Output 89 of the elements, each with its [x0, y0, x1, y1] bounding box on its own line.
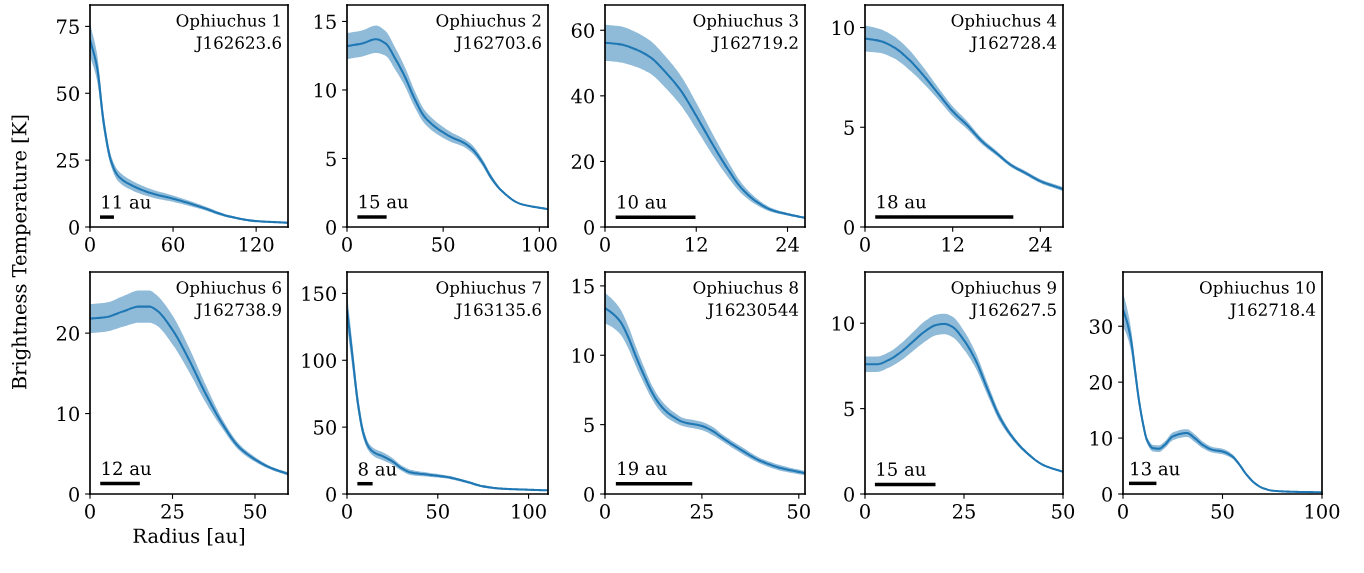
annotation: 19 au — [618, 461, 667, 476]
x-tick-label: 0 — [85, 504, 95, 519]
x-tick-label: 100 — [512, 504, 546, 519]
x-tick-label: 25 — [690, 504, 713, 519]
annotation: Ophiuchus 9 — [951, 280, 1056, 298]
x-tick-label: 100 — [1305, 504, 1340, 519]
annotation: Ophiuchus 2 — [436, 13, 541, 31]
y-tick-label: 10 — [57, 406, 79, 422]
x-tick-label: 50 — [1052, 504, 1075, 519]
annotation: J163135.6 — [454, 303, 541, 320]
y-tick-label: 60 — [571, 23, 594, 38]
y-tick-label: 50 — [314, 420, 336, 435]
annotation: J162728.4 — [969, 36, 1057, 53]
y-tick-label: 5 — [326, 151, 336, 167]
y-tick-label: 5 — [844, 120, 854, 135]
y-axis-title: Brightness Temperature [K] — [11, 115, 31, 390]
y-tick-label: 150 — [302, 286, 336, 302]
annotation: 15 au — [359, 194, 409, 209]
y-tick-label: 20 — [571, 154, 594, 170]
y-tick-label: 10 — [832, 20, 854, 36]
x-tick-label: 25 — [161, 504, 184, 519]
annotation: J162627.5 — [969, 303, 1056, 320]
y-tick-label: 0 — [1102, 486, 1112, 502]
x-tick-label: 0 — [85, 237, 95, 252]
y-tick-label: 75 — [57, 19, 79, 35]
y-tick-label: 0 — [326, 486, 336, 502]
x-tick-label: 0 — [860, 504, 870, 519]
annotation: 18 au — [877, 194, 927, 209]
x-tick-label: 0 — [342, 504, 352, 519]
annotation: Ophiuchus 4 — [951, 13, 1057, 31]
annotation: Ophiuchus 3 — [693, 13, 798, 31]
x-tick-label: 50 — [244, 504, 267, 519]
annotation: J162718.4 — [1228, 303, 1316, 320]
y-tick-label: 10 — [314, 82, 336, 98]
annotation: Ophiuchus 6 — [176, 280, 282, 298]
y-tick-label: 0 — [844, 219, 854, 235]
x-tick-label: 50 — [432, 237, 455, 252]
annotation: 8 au — [358, 462, 397, 476]
y-tick-label: 15 — [572, 278, 594, 294]
x-tick-label: 0 — [342, 237, 352, 252]
y-tick-label: 0 — [69, 219, 79, 235]
annotation: J162738.9 — [194, 303, 281, 320]
x-tick-label: 25 — [952, 504, 975, 519]
y-tick-label: 20 — [56, 326, 79, 341]
y-tick-label: 0 — [584, 486, 594, 502]
annotation: Ophiuchus 1 — [176, 13, 280, 31]
y-tick-label: 5 — [844, 401, 854, 417]
x-tick-label: 0 — [600, 504, 610, 519]
x-tick-label: 0 — [860, 237, 870, 252]
y-tick-label: 10 — [572, 348, 594, 363]
y-tick-label: 10 — [1090, 431, 1112, 446]
x-tick-label: 50 — [788, 504, 810, 519]
y-tick-label: 100 — [302, 353, 336, 368]
x-tick-label: 12 — [686, 237, 707, 252]
annotation: 11 au — [102, 195, 151, 209]
x-tick-label: 24 — [1029, 237, 1052, 252]
annotation: Ophiuchus 7 — [436, 280, 541, 298]
x-tick-label: 24 — [776, 237, 799, 252]
x-tick-label: 60 — [162, 237, 185, 252]
y-tick-label: 20 — [1089, 375, 1112, 390]
annotation: 13 au — [1131, 461, 1180, 476]
y-tick-label: 0 — [69, 486, 79, 502]
annotation: J16230544 — [706, 303, 799, 320]
y-tick-label: 25 — [56, 153, 79, 168]
y-tick-label: 30 — [1090, 319, 1112, 334]
x-tick-label: 120 — [239, 237, 274, 252]
y-tick-label: 10 — [832, 316, 854, 331]
annotation: 15 au — [877, 462, 926, 476]
y-tick-label: 50 — [57, 86, 79, 101]
annotation: 12 au — [102, 461, 151, 476]
annotation: Ophiuchus 8 — [693, 280, 798, 298]
x-tick-label: 50 — [427, 504, 449, 519]
x-axis-title: Radius [au] — [133, 528, 244, 546]
annotation: J162703.6 — [454, 36, 541, 53]
x-tick-label: 100 — [523, 237, 557, 252]
annotation: Ophiuchus 10 — [1199, 280, 1315, 298]
annotation: J162719.2 — [711, 36, 798, 53]
annotation: J162623.6 — [194, 36, 282, 53]
y-tick-label: 15 — [314, 14, 336, 30]
x-tick-label: 50 — [1211, 504, 1234, 519]
x-tick-label: 12 — [942, 237, 964, 252]
x-tick-label: 0 — [1118, 504, 1128, 519]
y-tick-label: 0 — [326, 219, 336, 235]
y-tick-label: 40 — [571, 88, 594, 104]
y-tick-label: 0 — [844, 486, 854, 502]
x-tick-label: 0 — [600, 237, 610, 252]
annotation: 10 au — [618, 195, 667, 209]
y-tick-label: 0 — [584, 219, 594, 235]
y-tick-label: 5 — [584, 417, 594, 433]
